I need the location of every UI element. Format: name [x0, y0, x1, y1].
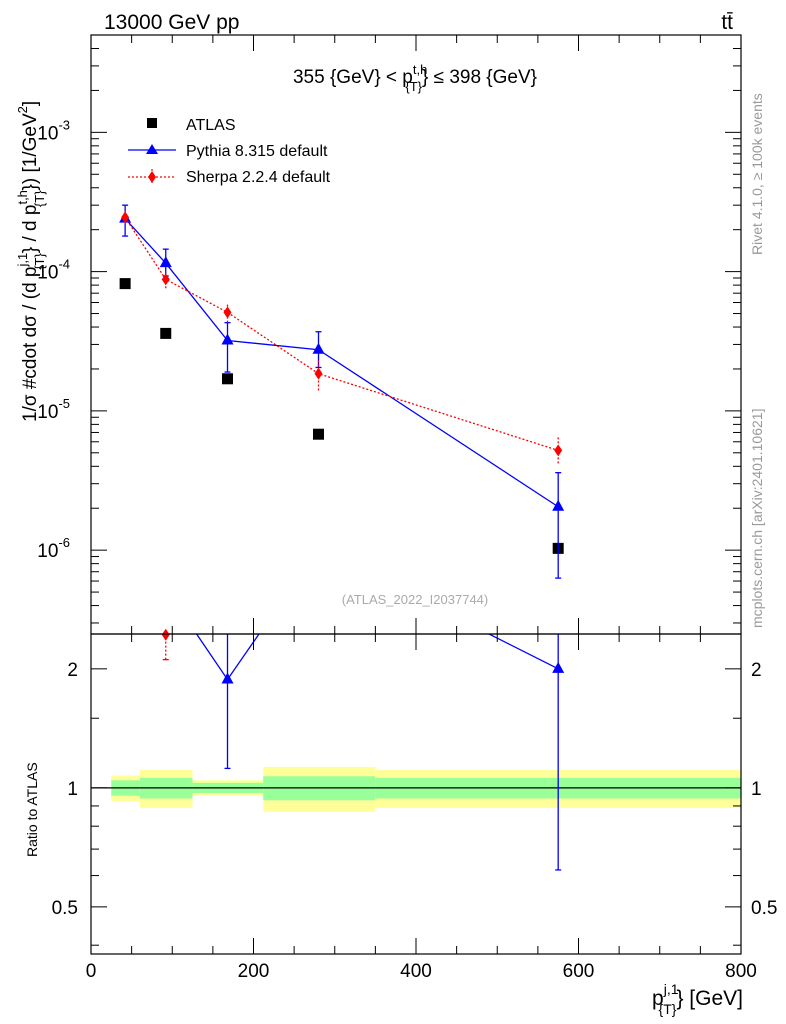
- data-point-atlas: [313, 428, 324, 440]
- data-point-pythia: [221, 333, 234, 345]
- x-tick-label: 600: [563, 961, 595, 982]
- main-y-axis-label-c-sup: 2: [15, 106, 30, 113]
- main-y-axis-label-a: 1/σ #cdot dσ / (d p: [20, 267, 41, 422]
- analysis-watermark: (ATLAS_2022_I2037744): [342, 592, 488, 607]
- ratio-y-tick-label: 0.5: [52, 898, 78, 919]
- x-axis-label-sub: {T}: [659, 1001, 677, 1017]
- data-point-sherpa: [223, 306, 232, 319]
- main-y-axis-label-c: }) [1/GeV: [20, 113, 41, 190]
- main-y-axis-label: 1/σ #cdot dσ / (d pj,1 {T}} / d pt,h {T}})…: [15, 101, 47, 422]
- main-y-tick-label-base: 10: [37, 263, 58, 284]
- ratio-y-tick-label: 2: [67, 660, 78, 681]
- main-y-axis-label-b: } / d p: [20, 205, 41, 254]
- data-point-atlas: [119, 278, 131, 290]
- main-title-pre: 355 {GeV} < p: [293, 67, 413, 88]
- main-y-tick-label-base: 10: [37, 541, 58, 562]
- ratio-y-tick-label-right: 2: [751, 660, 762, 681]
- main-y-axis-label-b-sub: {T}: [32, 190, 47, 207]
- ratio-point-pythia: [221, 672, 234, 684]
- channel-label: tt̄: [721, 11, 733, 34]
- data-point-sherpa: [121, 211, 130, 224]
- x-tick-label: 200: [238, 961, 270, 982]
- main-y-tick-label-exp: -6: [58, 535, 70, 550]
- main-y-tick-label: 10-3: [37, 117, 70, 144]
- main-y-tick-label: 10-4: [37, 257, 70, 284]
- main-title-post: } ≤ 398 {GeV}: [422, 67, 537, 88]
- main-title-sup: t,h: [413, 62, 427, 77]
- ratio-point-sherpa: [161, 628, 170, 641]
- main-y-tick-label-base: 10: [37, 123, 58, 144]
- legend-label-sherpa: Sherpa 2.2.4 default: [186, 169, 331, 186]
- main-y-tick-label-exp: -3: [58, 117, 70, 132]
- data-point-sherpa: [314, 367, 323, 380]
- main-y-tick-label: 10-6: [37, 535, 70, 562]
- x-tick-label: 400: [400, 961, 432, 982]
- main-y-tick-label: 10-5: [37, 396, 70, 423]
- ratio-y-tick-label: 1: [67, 779, 78, 800]
- main-title-sub: {T}: [405, 79, 422, 94]
- legend: ATLAS Pythia 8.315 default Sherpa 2.2.4 …: [128, 117, 331, 186]
- main-y-axis-label-a-sup: j,1: [15, 253, 30, 268]
- x-tick-label: 800: [725, 961, 757, 982]
- ratio-point-pythia: [552, 661, 565, 673]
- process-label: 13000 GeV pp: [104, 11, 239, 34]
- main-y-axis-label-a-sub: {T}: [32, 252, 47, 269]
- legend-marker-pythia: [146, 144, 158, 154]
- x-axis-label: pj,1 {T}} [GeV]: [652, 981, 743, 1017]
- ratio-y-axis-label: Ratio to ATLAS: [24, 762, 40, 857]
- series-line-pythia: [124, 218, 559, 508]
- data-point-pythia: [159, 256, 172, 268]
- legend-marker-atlas: [147, 118, 157, 128]
- data-point-atlas: [222, 373, 233, 385]
- data-point-pythia: [312, 342, 325, 354]
- main-y-axis-label-d: ]: [20, 101, 41, 106]
- rivet-version-label: Rivet 4.1.0, ≥ 100k events: [749, 93, 765, 255]
- main-y-tick-label-exp: -4: [58, 257, 70, 272]
- data-point-sherpa: [554, 444, 563, 457]
- legend-marker-sherpa: [148, 171, 156, 183]
- main-y-tick-label-exp: -5: [58, 396, 70, 411]
- ratio-y-tick-label-right: 0.5: [751, 898, 777, 919]
- ratio-y-tick-label-right: 1: [751, 779, 762, 800]
- data-point-sherpa: [161, 273, 170, 286]
- source-label: mcplots.cern.ch [arXiv:2401.10621]: [749, 409, 765, 628]
- x-axis-label-unit: [GeV]: [689, 987, 743, 1010]
- legend-label-atlas: ATLAS: [186, 117, 236, 134]
- main-y-tick-label-base: 10: [37, 402, 58, 423]
- data-point-pythia: [552, 499, 565, 511]
- x-axis-label-sup: j,1: [663, 981, 679, 997]
- main-title: 355 {GeV} < pt,h {T}} ≤ 398 {GeV}: [293, 62, 537, 94]
- series-line-sherpa: [124, 217, 559, 452]
- main-y-axis-label-b-sup: t,h: [15, 190, 30, 204]
- legend-label-pythia: Pythia 8.315 default: [186, 143, 328, 160]
- ratio-line-pythia: [195, 634, 559, 681]
- x-axis-label-main: p: [652, 987, 664, 1010]
- x-axis-label-close: }: [676, 987, 689, 1010]
- data-point-atlas: [160, 327, 172, 339]
- x-tick-label: 0: [86, 961, 97, 982]
